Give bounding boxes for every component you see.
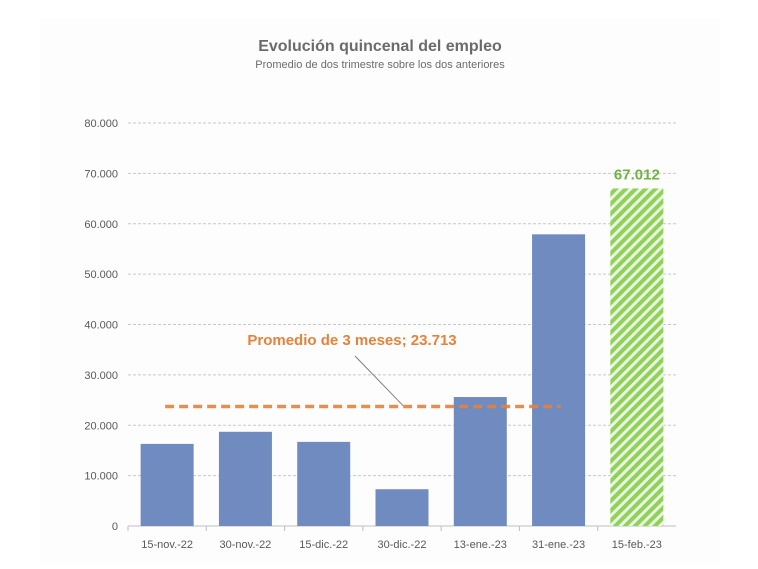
- bar: [140, 443, 194, 526]
- x-tick-label: 31-ene.-23: [532, 539, 585, 551]
- y-tick-label: 50.000: [84, 269, 118, 281]
- bar: [453, 397, 507, 526]
- bar: [375, 489, 429, 526]
- x-tick-label: 13-ene.-23: [454, 539, 507, 551]
- x-tick-label: 15-nov.-22: [141, 539, 193, 551]
- y-tick-label: 10.000: [84, 471, 118, 483]
- y-tick-label: 70.000: [84, 168, 118, 180]
- bar: [218, 431, 272, 526]
- bar: [532, 234, 586, 527]
- y-tick-label: 20.000: [84, 420, 118, 432]
- y-tick-label: 80.000: [84, 118, 118, 130]
- x-tick-label: 30-dic.-22: [378, 539, 427, 551]
- chart-title: Evolución quincenal del empleo: [258, 38, 502, 55]
- x-tick-label: 15-dic.-22: [299, 539, 348, 551]
- highlight-data-label: 67.012: [614, 166, 660, 183]
- bar: [297, 441, 351, 526]
- y-tick-label: 60.000: [84, 219, 118, 231]
- x-tick-label: 15-feb.-23: [612, 539, 662, 551]
- average-label: Promedio de 3 meses; 23.713: [247, 332, 456, 349]
- y-tick-label: 30.000: [84, 370, 118, 382]
- chart-subtitle: Promedio de dos trimestre sobre los dos …: [255, 59, 505, 71]
- y-tick-label: 0: [112, 521, 118, 533]
- annotation-leader: [354, 355, 404, 406]
- y-tick-label: 40.000: [84, 320, 118, 332]
- x-tick-label: 30-nov.-22: [220, 539, 272, 551]
- highlight-bar: [610, 188, 664, 526]
